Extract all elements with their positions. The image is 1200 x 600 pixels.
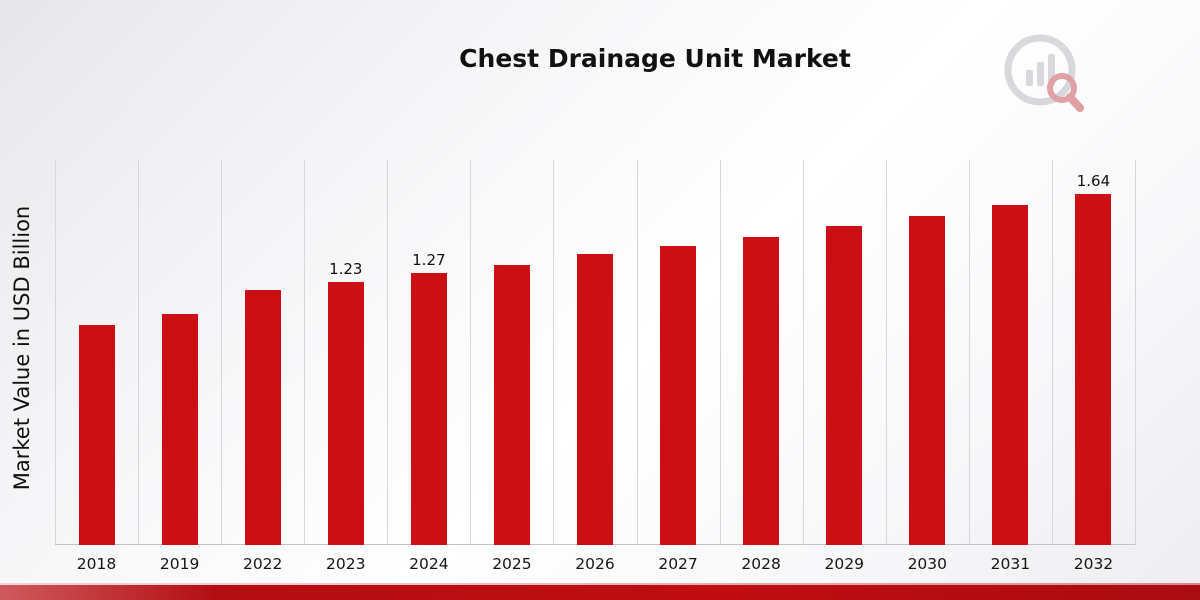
vertical-gridline xyxy=(470,160,472,545)
footer-accent-line xyxy=(0,583,1200,585)
x-tick-2024: 2024 xyxy=(409,555,449,573)
x-tick-2027: 2027 xyxy=(658,555,698,573)
bar-2030 xyxy=(909,216,946,545)
x-tick-2022: 2022 xyxy=(242,555,283,573)
x-tick-2029: 2029 xyxy=(824,555,864,573)
footer-ribbon xyxy=(0,585,1200,600)
vertical-gridline xyxy=(387,160,389,545)
vertical-gridline xyxy=(802,160,804,545)
y-axis-label: Market Value in USD Billion xyxy=(10,205,34,491)
x-tick-2018: 2018 xyxy=(76,555,117,573)
x-tick-2023: 2023 xyxy=(326,555,366,573)
x-tick-2025: 2025 xyxy=(492,555,532,573)
vertical-gridline xyxy=(1135,160,1136,545)
vertical-gridline xyxy=(968,160,970,545)
vertical-gridline xyxy=(1051,160,1053,545)
x-tick-2026: 2026 xyxy=(575,555,615,573)
bar-value-label-2023: 1.23 xyxy=(329,260,363,278)
x-tick-2028: 2028 xyxy=(741,555,781,573)
bar-2025 xyxy=(493,265,530,545)
x-tick-2032: 2032 xyxy=(1073,555,1114,573)
vertical-gridline xyxy=(636,160,638,545)
bar-2029 xyxy=(826,226,863,545)
bar-2027 xyxy=(660,246,697,545)
vertical-gridline xyxy=(719,160,721,545)
vertical-gridline xyxy=(553,160,555,545)
vertical-gridline xyxy=(885,160,887,545)
bar-2032 xyxy=(1075,194,1112,545)
plot-area: 1.23 1.27 1.64 2018 2019 2022 2023 2024 2025 202… xyxy=(55,160,1136,573)
bar-2018 xyxy=(78,325,115,545)
x-tick-2031: 2031 xyxy=(990,555,1031,573)
bar-2028 xyxy=(743,237,780,545)
bar-2019 xyxy=(161,314,198,545)
vertical-gridline xyxy=(221,160,223,545)
vertical-gridline xyxy=(304,160,306,545)
x-tick-2019: 2019 xyxy=(159,555,200,573)
bar-2022 xyxy=(244,290,281,545)
bar-value-label-2024: 1.27 xyxy=(412,251,446,269)
brand-logo-icon xyxy=(1004,34,1084,112)
vertical-gridline xyxy=(138,160,140,545)
bar-value-label-2032: 1.64 xyxy=(1076,172,1111,190)
bar-2026 xyxy=(577,254,613,545)
x-tick-2030: 2030 xyxy=(907,555,948,573)
vertical-gridline xyxy=(55,160,56,545)
bar-2031 xyxy=(992,205,1029,545)
bar-2023 xyxy=(327,282,364,545)
bar-2024 xyxy=(410,273,447,545)
page-title: Chest Drainage Unit Market xyxy=(459,44,851,73)
